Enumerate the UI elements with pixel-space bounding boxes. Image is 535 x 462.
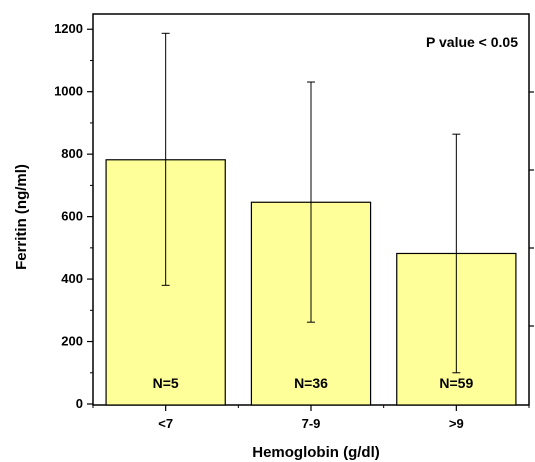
y-tick-label-4: 800 xyxy=(61,146,83,161)
n-label-1: N=36 xyxy=(294,375,328,391)
n-label-2: N=59 xyxy=(439,375,473,391)
x-axis: <7 7-9 >9 xyxy=(92,405,530,431)
right-axis-ticks xyxy=(529,91,534,327)
y-tick-label-1: 200 xyxy=(61,334,83,349)
y-tick-label-0: 0 xyxy=(76,396,83,411)
y-tick-label-5: 1000 xyxy=(54,84,83,99)
x-tick-label-1: 7-9 xyxy=(302,416,321,431)
n-label-0: N=5 xyxy=(153,375,179,391)
y-tick-label-2: 400 xyxy=(61,271,83,286)
bars-layer: N=5 N=36 N=59 xyxy=(105,32,517,406)
p-value-annotation: P value < 0.05 xyxy=(426,34,518,50)
x-axis-title: Hemoglobin (g/dl) xyxy=(252,444,379,461)
y-axis-title: Ferritin (ng/ml) xyxy=(13,164,30,270)
x-tick-label-0: <7 xyxy=(158,416,173,431)
y-axis: 0 200 400 600 800 1000 1200 xyxy=(54,21,93,411)
y-tick-label-6: 1200 xyxy=(54,21,83,36)
y-tick-label-3: 600 xyxy=(61,209,83,224)
x-tick-label-2: >9 xyxy=(449,416,464,431)
